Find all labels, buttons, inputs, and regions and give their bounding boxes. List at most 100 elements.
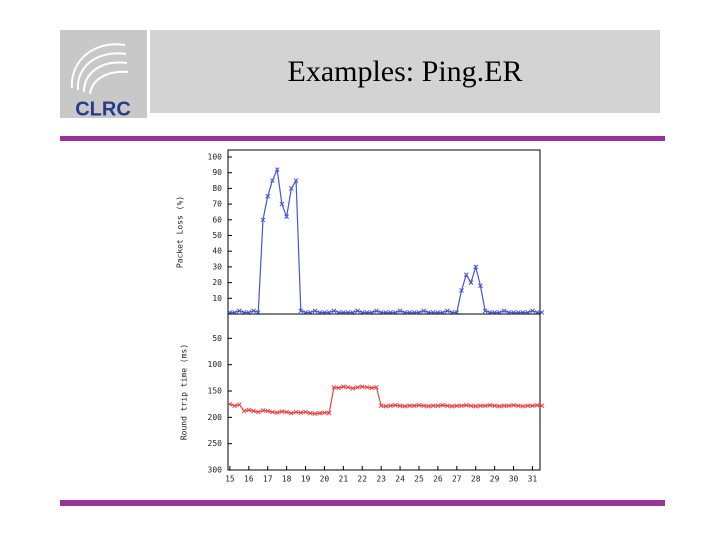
data-point — [478, 403, 483, 409]
data-point — [232, 403, 237, 409]
data-point — [444, 403, 450, 409]
data-point — [298, 410, 304, 415]
data-point — [265, 193, 271, 199]
data-point — [270, 178, 275, 183]
data-point — [374, 308, 379, 314]
y-tick-label: 250 — [208, 439, 223, 448]
logo-swirl — [70, 43, 129, 95]
divider-top — [60, 136, 665, 141]
data-point — [298, 308, 304, 314]
data-point — [539, 310, 545, 315]
data-point — [246, 407, 252, 413]
data-point — [288, 410, 294, 416]
data-point — [265, 408, 271, 414]
data-point — [430, 403, 436, 409]
data-point — [274, 167, 280, 172]
data-point — [421, 308, 427, 314]
data-point — [270, 409, 275, 415]
data-point — [459, 288, 464, 293]
data-point — [397, 403, 403, 409]
data-point — [463, 402, 469, 408]
data-point — [435, 403, 441, 409]
data-point — [251, 408, 256, 414]
data-point — [411, 403, 417, 409]
data-point — [251, 308, 256, 314]
y-tick-label: 150 — [208, 387, 223, 396]
data-point — [340, 384, 346, 390]
data-point — [355, 308, 360, 314]
x-tick-label: 30 — [509, 475, 519, 484]
title-box — [150, 30, 660, 113]
y-tick-label: 50 — [212, 231, 222, 240]
y-axis-label: Round trip time (ms) — [180, 344, 189, 440]
divider-bottom — [60, 500, 665, 506]
logo-text: CLRC — [75, 98, 131, 120]
data-point — [501, 403, 507, 409]
data-point — [241, 408, 247, 414]
data-point — [364, 384, 370, 390]
x-tick-label: 19 — [301, 475, 311, 484]
data-point — [468, 280, 474, 285]
data-point — [515, 403, 521, 409]
series-line — [229, 167, 542, 314]
data-point — [506, 403, 512, 409]
x-tick-label: 17 — [263, 475, 273, 484]
data-point — [459, 403, 464, 409]
data-point — [426, 403, 431, 409]
y-tick-label: 200 — [208, 413, 223, 422]
y-tick-label: 80 — [212, 184, 222, 193]
data-point — [487, 402, 493, 408]
y-tick-label: 100 — [208, 153, 223, 162]
x-tick-label: 31 — [528, 475, 538, 484]
y-tick-label: 10 — [212, 294, 222, 303]
x-tick-label: 15 — [225, 475, 235, 484]
data-point — [359, 384, 365, 390]
x-tick-label: 27 — [452, 475, 462, 484]
data-point — [331, 308, 337, 314]
data-point — [322, 410, 327, 415]
x-tick-label: 18 — [282, 475, 292, 484]
data-point — [444, 308, 450, 314]
data-point — [511, 402, 516, 408]
data-point — [501, 308, 507, 314]
data-point — [402, 403, 408, 409]
data-point — [345, 384, 351, 390]
data-point — [288, 186, 294, 191]
y-tick-label: 50 — [212, 334, 222, 343]
data-point — [303, 409, 308, 415]
y-tick-label: 300 — [208, 466, 223, 475]
x-tick-label: 24 — [395, 475, 405, 484]
x-tick-label: 20 — [320, 475, 330, 484]
data-point — [496, 403, 502, 409]
x-tick-label: 29 — [490, 475, 500, 484]
data-point — [520, 403, 526, 409]
data-point — [260, 408, 266, 413]
data-point — [293, 178, 299, 183]
data-point — [279, 409, 285, 414]
data-point — [374, 384, 379, 390]
data-point — [416, 402, 422, 408]
data-point — [274, 410, 280, 415]
data-point — [525, 403, 531, 409]
data-point — [388, 403, 393, 409]
x-tick-label: 23 — [376, 475, 386, 484]
data-point — [369, 385, 375, 391]
data-point — [449, 403, 455, 409]
data-point — [355, 384, 360, 390]
data-point — [492, 403, 497, 409]
data-point — [482, 308, 488, 314]
data-point — [440, 402, 445, 408]
data-point — [236, 402, 242, 408]
data-point — [473, 403, 479, 409]
data-point — [383, 403, 389, 409]
y-tick-label: 20 — [212, 278, 222, 287]
slide-title: Examples: Ping.ER — [288, 55, 523, 88]
data-point — [312, 411, 318, 417]
data-point — [317, 410, 323, 416]
data-point — [293, 409, 299, 415]
data-point — [336, 385, 341, 391]
data-point — [307, 410, 313, 416]
data-point — [378, 403, 384, 409]
data-point — [421, 403, 427, 409]
data-point — [312, 308, 318, 314]
